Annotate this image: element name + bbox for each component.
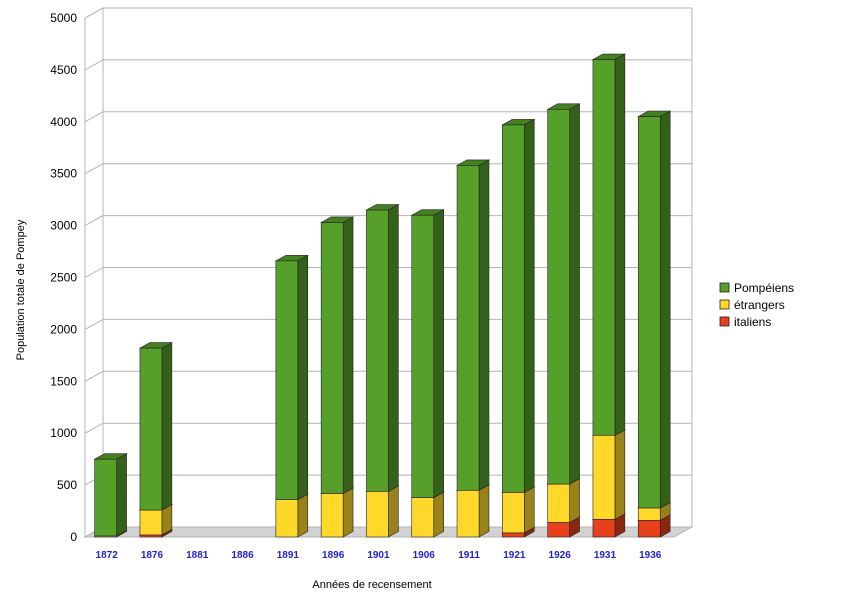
legend-swatch [719, 316, 730, 327]
bar-segment [501, 486, 536, 534]
bar-segment [138, 342, 174, 511]
bar-segment [455, 159, 491, 491]
y-axis-ticks: 0 500 1000 1500 2000 2500 3000 3500 4000 4500 5000 [50, 11, 77, 544]
gridline-side [84, 59, 104, 71]
bar-segment [410, 209, 445, 499]
bar-segment [546, 103, 581, 485]
bar-segment [410, 491, 445, 538]
x-tick-label: 1872 [96, 550, 119, 561]
x-tick-label: 1936 [639, 550, 662, 561]
bars [93, 53, 672, 538]
y-tick-label: 1000 [50, 426, 77, 440]
bar-segment [546, 478, 581, 523]
x-tick-label: 1931 [594, 550, 617, 561]
x-axis-ticks: 1872 1876 1881 1886 1891 1896 1901 1906 1911 1921… [96, 550, 662, 561]
bar-segment [455, 484, 491, 538]
gridline-side [84, 163, 104, 175]
x-tick-label: 1906 [413, 550, 436, 561]
legend-swatch [719, 282, 730, 293]
legend-label: Pompéiens [734, 281, 794, 295]
y-tick-label: 5000 [50, 11, 77, 25]
bar-segment [319, 487, 355, 538]
bar-segment [319, 216, 355, 494]
bar-segment [591, 53, 627, 436]
y-tick-label: 2000 [50, 322, 77, 336]
legend: Pompéiens étrangers italiens [719, 281, 794, 329]
x-tick-label: 1886 [231, 550, 254, 561]
x-axis-title: Années de recensement [312, 579, 431, 591]
bar-segment [274, 254, 309, 501]
y-tick-label: 500 [57, 478, 77, 492]
bar-segment [93, 453, 128, 537]
x-tick-label: 1926 [549, 550, 572, 561]
y-tick-label: 3500 [50, 167, 77, 181]
gridline-side [84, 318, 104, 330]
legend-item: étrangers [719, 298, 785, 312]
x-tick-label: 1891 [277, 550, 300, 561]
legend-label: italiens [734, 315, 771, 329]
bar-segment [637, 110, 672, 509]
bar-segment [365, 204, 400, 492]
x-tick-label: 1876 [141, 550, 164, 561]
x-tick-label: 1896 [322, 550, 345, 561]
gridline-side [84, 111, 104, 123]
legend-swatch [719, 299, 730, 310]
gridline-side [84, 267, 104, 278]
y-tick-label: 3000 [50, 219, 77, 233]
y-tick-label: 4000 [50, 115, 77, 129]
gridline-side [84, 422, 104, 434]
y-tick-label: 2500 [50, 271, 77, 285]
legend-item: italiens [719, 315, 771, 329]
y-axis-title: Population totale de Pompey [15, 219, 27, 360]
bar-segment [365, 485, 400, 538]
x-tick-label: 1921 [503, 550, 526, 561]
y-tick-label: 0 [70, 530, 77, 544]
gridline-side [84, 370, 104, 382]
legend-label: étrangers [734, 298, 785, 312]
y-tick-label: 4500 [50, 63, 77, 77]
bar-segment [501, 118, 536, 493]
legend-item: Pompéiens [719, 281, 794, 295]
y-tick-label: 1500 [50, 374, 77, 388]
bar-segment [591, 429, 627, 520]
gridline-side [84, 7, 104, 19]
x-tick-label: 1911 [458, 550, 480, 561]
x-tick-label: 1901 [367, 550, 390, 561]
gridline-side [84, 215, 104, 227]
bar-segment [274, 493, 309, 538]
x-tick-label: 1881 [186, 550, 209, 561]
